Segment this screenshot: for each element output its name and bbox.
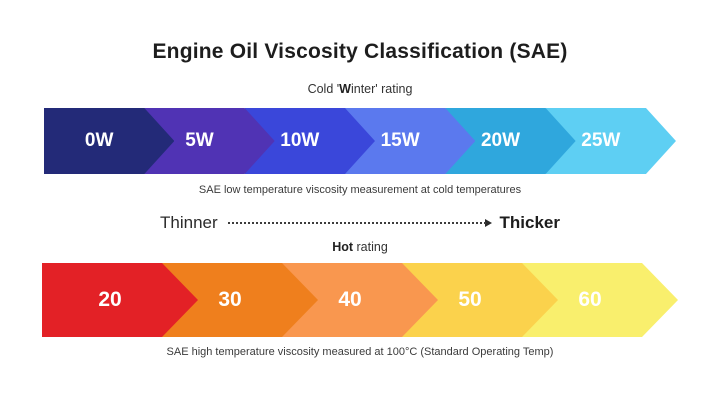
hot-segment-label: 20 (98, 288, 122, 311)
thinner-thicker-indicator: Thinner Thicker (160, 211, 560, 235)
cold-segment-label: 25W (581, 130, 621, 151)
thicker-label: Thicker (499, 213, 560, 232)
cold-caption: SAE low temperature viscosity measuremen… (198, 184, 522, 196)
cold-segment-label: 15W (380, 130, 420, 151)
hot-rating-label: Hot rating (0, 240, 720, 254)
hot-segment-label: 50 (458, 288, 482, 311)
hot-rating-bold: Hot (332, 240, 354, 254)
cold-segment-label: 10W (280, 130, 320, 151)
cold-segment-label: 5W (185, 130, 214, 151)
cold-segment-0w: 0W (44, 108, 174, 174)
hot-viscosity-bar: 20 30 40 50 60 (42, 263, 678, 337)
arrow-right-icon (484, 219, 492, 227)
cold-segment-label: 20W (480, 130, 521, 151)
cold-segment-label: 0W (84, 130, 114, 151)
dotted-line (227, 222, 486, 224)
thinner-label: Thinner (160, 213, 218, 232)
cold-rating-label: Cold 'Winter' rating (0, 82, 720, 96)
cold-rating-bold: W (339, 82, 351, 96)
cold-segment-20w: 20W (445, 108, 575, 174)
page-title: Engine Oil Viscosity Classification (SAE… (152, 40, 568, 63)
hot-segment-label: 60 (578, 288, 602, 311)
hot-rating-suffix: rating (353, 240, 388, 254)
cold-viscosity-bar: 0W 5W 10W 15W 20W 25W (44, 108, 676, 174)
hot-segment-50: 50 (402, 263, 558, 337)
hot-segment-label: 30 (218, 288, 242, 311)
hot-segment-label: 40 (338, 288, 362, 311)
hot-caption: SAE high temperature viscosity measured … (166, 346, 554, 358)
cold-rating-prefix: Cold ' (307, 82, 340, 96)
hot-segment-20: 20 (42, 263, 198, 337)
cold-rating-suffix: inter' rating (350, 82, 413, 96)
